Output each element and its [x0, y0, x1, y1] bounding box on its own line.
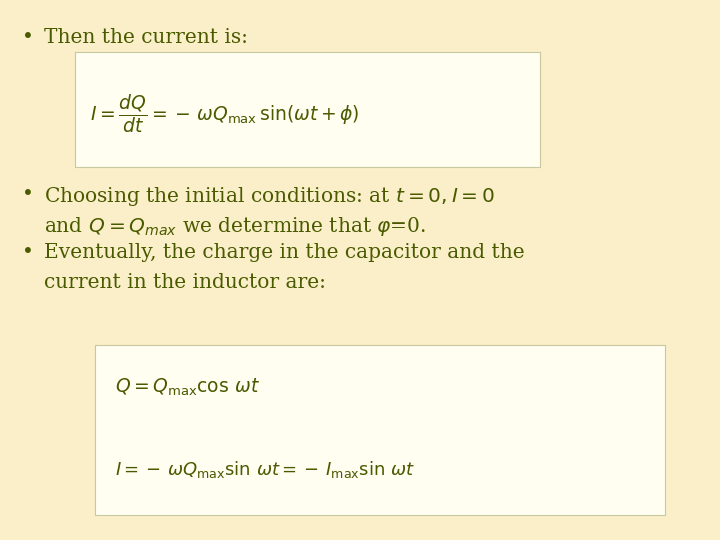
Text: •: • [22, 185, 34, 204]
Text: Then the current is:: Then the current is: [44, 28, 248, 47]
FancyBboxPatch shape [75, 52, 540, 167]
Text: Eventually, the charge in the capacitor and the: Eventually, the charge in the capacitor … [44, 243, 525, 262]
Text: $I = \dfrac{dQ}{dt} = -\,\omega Q_{\mathrm{max}}\,\sin(\omega t + \phi)$: $I = \dfrac{dQ}{dt} = -\,\omega Q_{\math… [90, 92, 359, 135]
Text: Choosing the initial conditions: at $t = 0, I = 0$: Choosing the initial conditions: at $t =… [44, 185, 495, 208]
Text: and $Q = Q_{max}$ we determine that $\varphi$=0.: and $Q = Q_{max}$ we determine that $\va… [44, 215, 426, 238]
Text: •: • [22, 28, 34, 47]
Text: •: • [22, 243, 34, 262]
Text: current in the inductor are:: current in the inductor are: [44, 273, 326, 292]
Text: $Q = Q_{\mathrm{max}}\cos\,\omega t$: $Q = Q_{\mathrm{max}}\cos\,\omega t$ [115, 376, 260, 397]
Text: $I = -\,\omega Q_{\mathrm{max}}\sin\,\omega t = -\,I_{\mathrm{max}}\sin\,\omega : $I = -\,\omega Q_{\mathrm{max}}\sin\,\om… [115, 460, 415, 481]
FancyBboxPatch shape [95, 345, 665, 515]
